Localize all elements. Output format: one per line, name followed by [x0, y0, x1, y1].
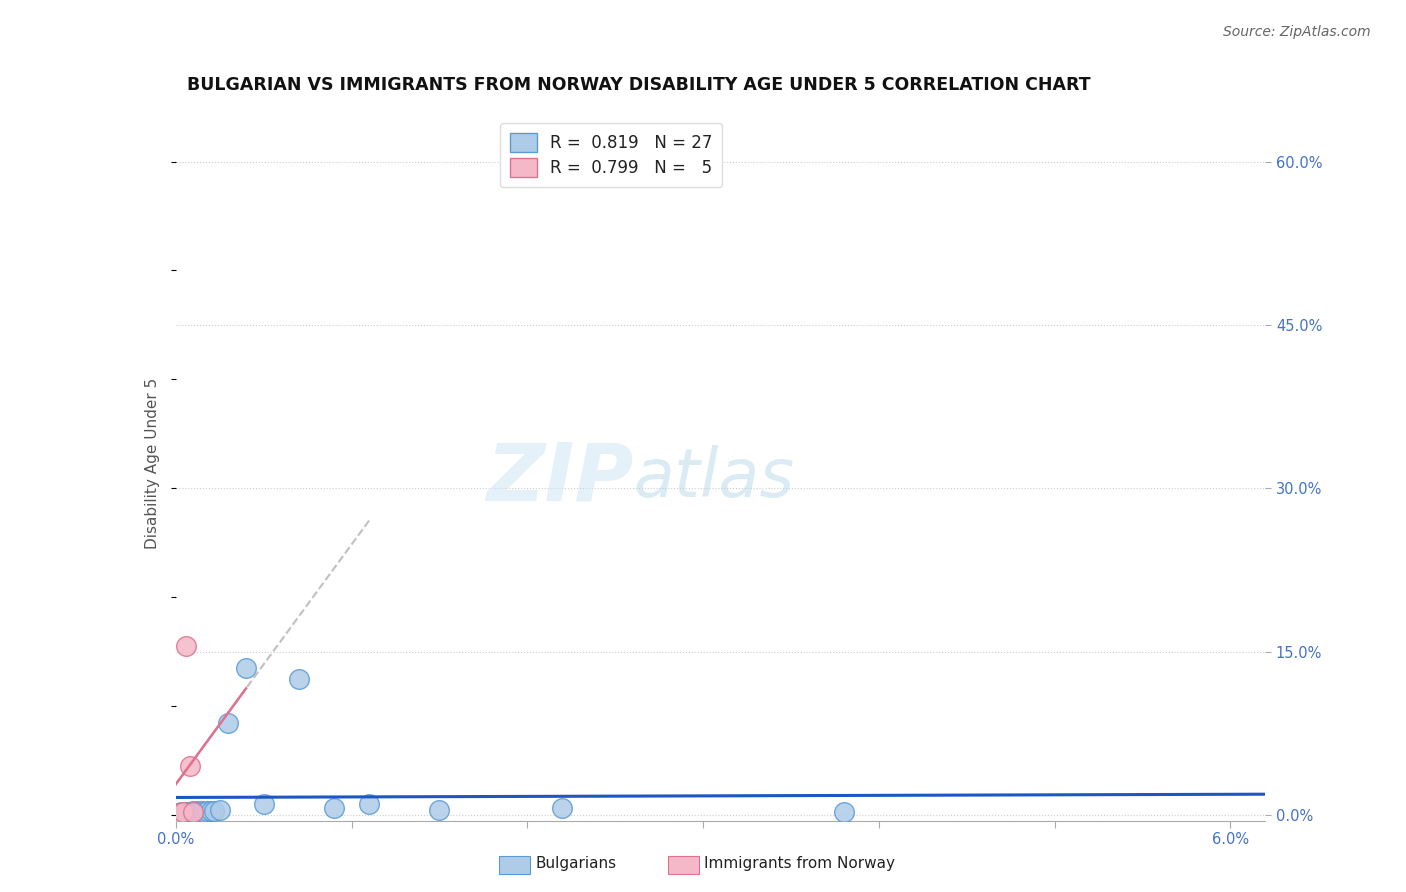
- Point: [357, 797, 380, 812]
- Point: [179, 805, 201, 819]
- Point: [208, 803, 231, 817]
- Point: [174, 805, 197, 819]
- Y-axis label: Disability Age Under 5: Disability Age Under 5: [145, 378, 160, 549]
- Point: [195, 804, 219, 818]
- Point: [193, 805, 215, 819]
- Point: [183, 804, 205, 818]
- Point: [187, 805, 209, 819]
- Point: [427, 803, 450, 817]
- Text: BULGARIAN VS IMMIGRANTS FROM NORWAY DISABILITY AGE UNDER 5 CORRELATION CHART: BULGARIAN VS IMMIGRANTS FROM NORWAY DISA…: [187, 77, 1090, 95]
- Point: [180, 805, 202, 819]
- Point: [177, 805, 200, 820]
- Point: [191, 804, 214, 818]
- Point: [200, 804, 222, 818]
- Point: [184, 805, 207, 819]
- Point: [253, 797, 276, 812]
- Point: [170, 805, 193, 819]
- Point: [173, 805, 195, 819]
- Text: Source: ZipAtlas.com: Source: ZipAtlas.com: [1223, 25, 1371, 39]
- Point: [169, 805, 191, 820]
- Point: [186, 804, 208, 818]
- Point: [174, 640, 197, 654]
- Point: [235, 661, 257, 675]
- Text: ZIP: ZIP: [486, 439, 633, 517]
- Point: [832, 805, 855, 819]
- Point: [172, 805, 194, 819]
- Point: [183, 805, 205, 819]
- Point: [217, 715, 239, 730]
- Text: Bulgarians: Bulgarians: [536, 856, 617, 871]
- Point: [172, 805, 194, 820]
- Point: [287, 672, 309, 686]
- Text: atlas: atlas: [633, 445, 794, 511]
- Legend: R =  0.819   N = 27, R =  0.799   N =   5: R = 0.819 N = 27, R = 0.799 N = 5: [501, 122, 723, 186]
- Point: [179, 759, 201, 773]
- Point: [551, 800, 574, 814]
- Point: [202, 804, 225, 818]
- Point: [169, 805, 191, 820]
- Text: Immigrants from Norway: Immigrants from Norway: [704, 856, 896, 871]
- Point: [322, 800, 346, 814]
